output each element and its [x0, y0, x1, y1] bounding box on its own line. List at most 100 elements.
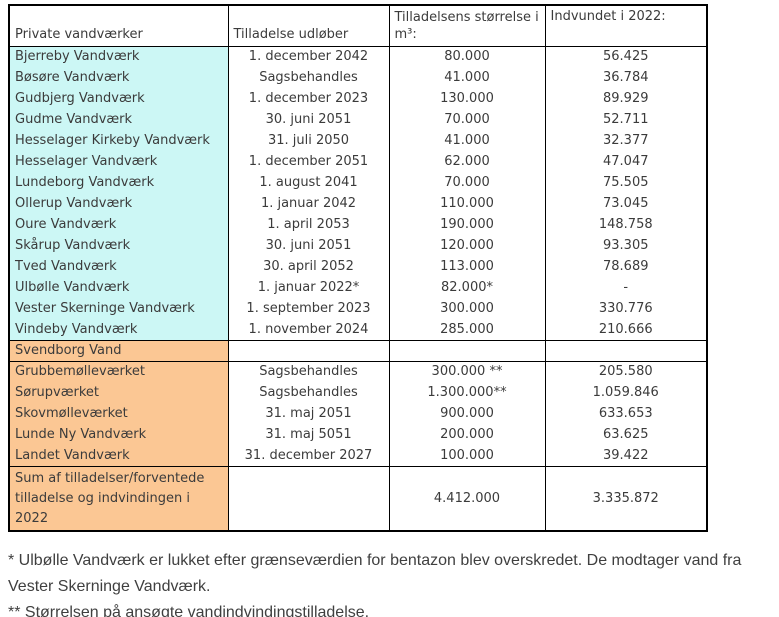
- table-row: Bjerreby Vandværk 1. december 2042 80.000 5…: [8, 46, 708, 67]
- expiry-date-cell: 1. januar 2022*: [227, 277, 390, 298]
- table-row: Hesselager Vandværk 1. december 2051 62.00…: [8, 151, 708, 172]
- expiry-date-cell: 30. april 2052: [227, 256, 390, 277]
- waterworks-name-cell: Landet Vandværk: [8, 445, 229, 466]
- table-row: Hesselager Kirkeby Vandværk 31. juli 2050…: [8, 130, 708, 151]
- table-row: Lundeborg Vandværk 1. august 2041 70.000 75…: [8, 172, 708, 193]
- permit-size-cell: 70.000: [388, 172, 546, 193]
- expiry-date-cell: 1. september 2023: [227, 298, 390, 319]
- table-row: Bøsøre Vandværk Sagsbehandles 41.000 36.784: [8, 67, 708, 88]
- extracted-2022-cell: 633.653: [544, 403, 708, 424]
- col-header-extracted-2022: Indvundet i 2022:: [544, 5, 708, 47]
- expiry-date-cell: 31. juli 2050: [227, 130, 390, 151]
- extracted-2022-cell: 1.059.846: [544, 382, 708, 403]
- header-row: Private vandværker Tilladelse udløber Ti…: [8, 5, 708, 47]
- extracted-2022-cell: 32.377: [544, 130, 708, 151]
- waterworks-name-cell: Skårup Vandværk: [8, 235, 229, 256]
- waterworks-name-cell: Bjerreby Vandværk: [8, 46, 229, 67]
- permit-size-cell: 82.000*: [388, 277, 546, 298]
- waterworks-name-cell: Hesselager Vandværk: [8, 151, 229, 172]
- expiry-date-cell: 1. januar 2042: [227, 193, 390, 214]
- expiry-date-cell: 31. maj 5051: [227, 424, 390, 445]
- waterworks-name-cell: Skovmølleværket: [8, 403, 229, 424]
- col-header-private-waterworks: Private vandværker: [8, 5, 229, 47]
- permit-size-cell: 130.000: [388, 88, 546, 109]
- expiry-date-cell: 31. maj 2051: [227, 403, 390, 424]
- expiry-date-cell: Sagsbehandles: [227, 382, 390, 403]
- permit-size-cell: 110.000: [388, 193, 546, 214]
- table-row: Tved Vandværk 30. april 2052 113.000 78.689: [8, 256, 708, 277]
- expiry-date-cell: [227, 465, 390, 531]
- sum-row: Sum af tilladelser/forventede tilladelse…: [8, 465, 708, 531]
- expiry-date-cell: 1. december 2023: [227, 88, 390, 109]
- permit-size-cell: 80.000: [388, 46, 546, 67]
- footnotes: * Ulbølle Vandværk er lukket efter græns…: [8, 548, 779, 617]
- permit-size-cell: 62.000: [388, 151, 546, 172]
- col-header-label: Private vandværker: [15, 26, 143, 42]
- extracted-2022-cell: 3.335.872: [544, 465, 708, 531]
- extracted-2022-cell: 52.711: [544, 109, 708, 130]
- permit-size-cell: 70.000: [388, 109, 546, 130]
- col-header-label: Tilladelse udløber: [233, 26, 349, 42]
- waterworks-table: Private vandværker Tilladelse udløber Ti…: [8, 4, 708, 532]
- waterworks-name-cell: Lundeborg Vandværk: [8, 172, 229, 193]
- permit-size-cell: 900.000: [388, 403, 546, 424]
- permit-size-cell: [388, 339, 546, 362]
- table-row: Gudme Vandværk 30. juni 2051 70.000 52.711: [8, 109, 708, 130]
- extracted-2022-cell: 89.929: [544, 88, 708, 109]
- footnote-permit-size: ** Størrelsen på ansøgte vandindvindings…: [8, 603, 370, 617]
- permit-size-cell: 1.300.000**: [388, 382, 546, 403]
- extracted-2022-cell: 210.666: [544, 319, 708, 340]
- waterworks-name-cell: Ollerup Vandværk: [8, 193, 229, 214]
- permit-size-cell: 300.000: [388, 298, 546, 319]
- table-row: Skårup Vandværk 30. juni 2051 120.000 93.30…: [8, 235, 708, 256]
- extracted-2022-cell: 78.689: [544, 256, 708, 277]
- table-row: Vindeby Vandværk 1. november 2024 285.000 2…: [8, 319, 708, 340]
- expiry-date-cell: Sagsbehandles: [227, 67, 390, 88]
- col-header-label: Indvundet i 2022:: [550, 9, 666, 24]
- table-row: Ulbølle Vandværk 1. januar 2022* 82.000* -: [8, 277, 708, 298]
- waterworks-name-cell: Oure Vandværk: [8, 214, 229, 235]
- permit-size-cell: 113.000: [388, 256, 546, 277]
- table-row: Lunde Ny Vandværk 31. maj 5051 200.000 63.6…: [8, 424, 708, 445]
- col-header-label-line2: m³:: [394, 27, 417, 42]
- extracted-2022-cell: 63.625: [544, 424, 708, 445]
- extracted-2022-cell: 330.776: [544, 298, 708, 319]
- extracted-2022-cell: 93.305: [544, 235, 708, 256]
- extracted-2022-cell: 56.425: [544, 46, 708, 67]
- expiry-date-cell: Sagsbehandles: [227, 361, 390, 382]
- extracted-2022-cell: 39.422: [544, 445, 708, 466]
- expiry-date-cell: 31. december 2027: [227, 445, 390, 466]
- extracted-2022-cell: 36.784: [544, 67, 708, 88]
- extracted-2022-cell: -: [544, 277, 708, 298]
- footnote-ulboelle: * Ulbølle Vandværk er lukket efter græns…: [8, 551, 742, 595]
- expiry-date-cell: 30. juni 2051: [227, 235, 390, 256]
- table-row: Oure Vandværk 1. april 2053 190.000 148.758: [8, 214, 708, 235]
- extracted-2022-cell: 148.758: [544, 214, 708, 235]
- permit-size-cell: 200.000: [388, 424, 546, 445]
- table-row: Grubbemølleværket Sagsbehandles 300.000 **…: [8, 361, 708, 382]
- extracted-2022-cell: [544, 339, 708, 362]
- permit-size-cell: 120.000: [388, 235, 546, 256]
- table-body: Bjerreby Vandværk 1. december 2042 80.000 5…: [8, 46, 708, 531]
- waterworks-name-cell: Grubbemølleværket: [8, 361, 229, 382]
- extracted-2022-cell: 205.580: [544, 361, 708, 382]
- permit-size-cell: 285.000: [388, 319, 546, 340]
- permit-size-cell: 41.000: [388, 130, 546, 151]
- table-row: Gudbjerg Vandværk 1. december 2023 130.000…: [8, 88, 708, 109]
- waterworks-name-cell: Bøsøre Vandværk: [8, 67, 229, 88]
- expiry-date-cell: 1. december 2042: [227, 46, 390, 67]
- expiry-date-cell: 1. november 2024: [227, 319, 390, 340]
- waterworks-name-cell: Ulbølle Vandværk: [8, 277, 229, 298]
- waterworks-name-cell: Vindeby Vandværk: [8, 319, 229, 340]
- waterworks-name-cell: Tved Vandværk: [8, 256, 229, 277]
- section-header-row: Svendborg Vand: [8, 339, 708, 362]
- permit-size-cell: 190.000: [388, 214, 546, 235]
- extracted-2022-cell: 47.047: [544, 151, 708, 172]
- permit-size-cell: 100.000: [388, 445, 546, 466]
- waterworks-name-cell: Hesselager Kirkeby Vandværk: [8, 130, 229, 151]
- waterworks-name-cell: Gudbjerg Vandværk: [8, 88, 229, 109]
- expiry-date-cell: 30. juni 2051: [227, 109, 390, 130]
- table-row: Sørupværket Sagsbehandles 1.300.000** 1.059…: [8, 382, 708, 403]
- table-row: Ollerup Vandværk 1. januar 2042 110.000 73.…: [8, 193, 708, 214]
